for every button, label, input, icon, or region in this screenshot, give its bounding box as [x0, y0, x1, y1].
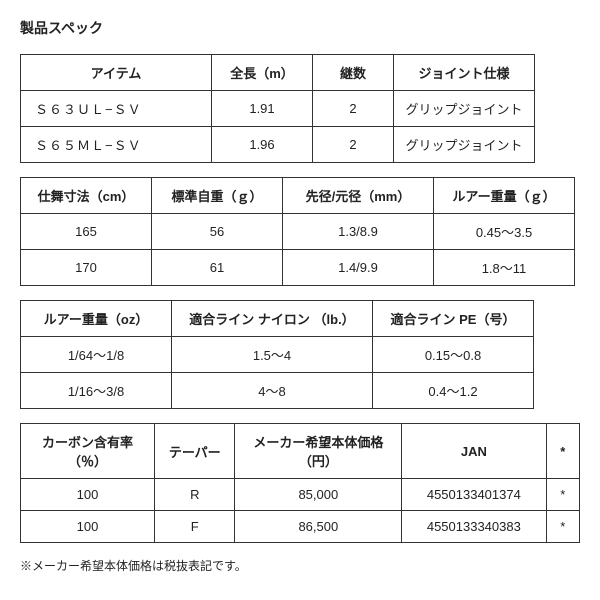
spec-table-4: カーボン含有率（％） テーパー メーカー希望本体価格（円） JAN * 100 … [20, 423, 580, 543]
cell: 61 [152, 250, 283, 286]
cell: 0.4～1.2 [373, 373, 534, 409]
table-row: Ｓ６３ＵＬ−ＳＶ 1.91 2 グリップジョイント [21, 91, 535, 127]
cell: R [155, 479, 235, 511]
cell: 170 [21, 250, 152, 286]
cell: 100 [21, 479, 155, 511]
cell-pieces: 2 [313, 91, 394, 127]
cell: 1/16～3/8 [21, 373, 172, 409]
table-header-row: ルアー重量（oz） 適合ライン ナイロン （lb.） 適合ライン PE（号） [21, 301, 534, 337]
header-taper: テーパー [155, 424, 235, 479]
footnote: ※メーカー希望本体価格は税抜表記です。 [20, 557, 580, 574]
cell-length: 1.96 [212, 127, 313, 163]
cell: 165 [21, 214, 152, 250]
cell-item: Ｓ６５ＭＬ−ＳＶ [21, 127, 212, 163]
header-length: 全長（m） [212, 55, 313, 91]
table-row: 165 56 1.3/8.9 0.45～3.5 [21, 214, 575, 250]
cell: 100 [21, 511, 155, 543]
cell: 1/64～1/8 [21, 337, 172, 373]
cell: * [546, 511, 580, 543]
cell: 4～8 [172, 373, 373, 409]
table-header-row: 仕舞寸法（cm） 標準自重（ｇ） 先径/元径（mm） ルアー重量（ｇ） [21, 178, 575, 214]
header-lure-oz: ルアー重量（oz） [21, 301, 172, 337]
spec-table-3: ルアー重量（oz） 適合ライン ナイロン （lb.） 適合ライン PE（号） 1… [20, 300, 534, 409]
header-item: アイテム [21, 55, 212, 91]
spec-table-2: 仕舞寸法（cm） 標準自重（ｇ） 先径/元径（mm） ルアー重量（ｇ） 165 … [20, 177, 575, 286]
cell-joint: グリップジョイント [394, 91, 535, 127]
cell: 1.8～11 [434, 250, 575, 286]
cell-length: 1.91 [212, 91, 313, 127]
cell: 0.15～0.8 [373, 337, 534, 373]
spec-table-1: アイテム 全長（m） 継数 ジョイント仕様 Ｓ６３ＵＬ−ＳＶ 1.91 2 グリ… [20, 54, 535, 163]
table-row: 100 R 85,000 4550133401374 * [21, 479, 580, 511]
table-row: 100 F 86,500 4550133340383 * [21, 511, 580, 543]
header-diameter: 先径/元径（mm） [283, 178, 434, 214]
header-carbon: カーボン含有率（％） [21, 424, 155, 479]
table-row: Ｓ６５ＭＬ−ＳＶ 1.96 2 グリップジョイント [21, 127, 535, 163]
cell: * [546, 479, 580, 511]
table-row: 1/64～1/8 1.5～4 0.15～0.8 [21, 337, 534, 373]
cell: 56 [152, 214, 283, 250]
header-msrp: メーカー希望本体価格（円） [235, 424, 402, 479]
cell-pieces: 2 [313, 127, 394, 163]
header-pieces: 継数 [313, 55, 394, 91]
cell-joint: グリップジョイント [394, 127, 535, 163]
table-row: 170 61 1.4/9.9 1.8～11 [21, 250, 575, 286]
header-line-nylon: 適合ライン ナイロン （lb.） [172, 301, 373, 337]
cell-item: Ｓ６３ＵＬ−ＳＶ [21, 91, 212, 127]
cell: 85,000 [235, 479, 402, 511]
cell: F [155, 511, 235, 543]
cell: 1.5～4 [172, 337, 373, 373]
cell: 4550133401374 [402, 479, 546, 511]
cell: 4550133340383 [402, 511, 546, 543]
cell: 0.45～3.5 [434, 214, 575, 250]
cell: 1.3/8.9 [283, 214, 434, 250]
header-line-pe: 適合ライン PE（号） [373, 301, 534, 337]
header-joint: ジョイント仕様 [394, 55, 535, 91]
table-header-row: カーボン含有率（％） テーパー メーカー希望本体価格（円） JAN * [21, 424, 580, 479]
table-header-row: アイテム 全長（m） 継数 ジョイント仕様 [21, 55, 535, 91]
header-asterisk: * [546, 424, 580, 479]
header-closed-length: 仕舞寸法（cm） [21, 178, 152, 214]
header-weight: 標準自重（ｇ） [152, 178, 283, 214]
cell: 1.4/9.9 [283, 250, 434, 286]
header-lure-g: ルアー重量（ｇ） [434, 178, 575, 214]
cell: 86,500 [235, 511, 402, 543]
header-jan: JAN [402, 424, 546, 479]
table-row: 1/16～3/8 4～8 0.4～1.2 [21, 373, 534, 409]
page-title: 製品スペック [20, 18, 580, 38]
